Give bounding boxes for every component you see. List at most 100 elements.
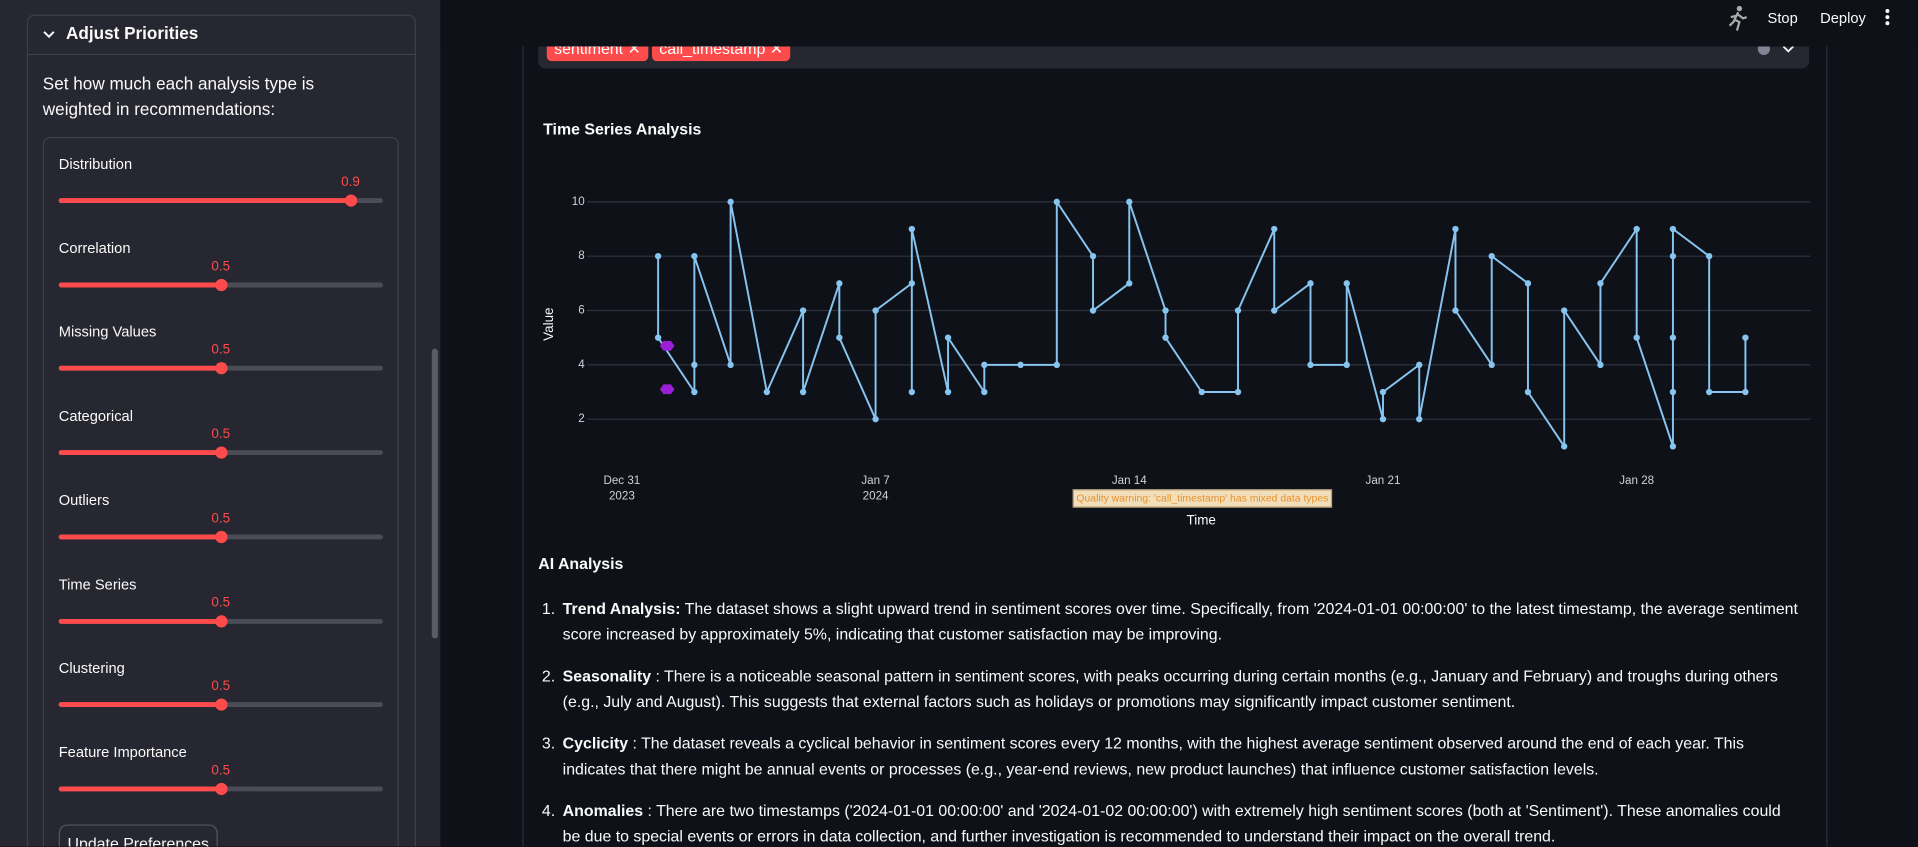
y-tick-label: 4 bbox=[578, 358, 585, 371]
point bbox=[799, 388, 807, 396]
slider-thumb[interactable] bbox=[214, 446, 227, 459]
point bbox=[1524, 280, 1532, 287]
point bbox=[1089, 252, 1097, 260]
point bbox=[1488, 361, 1495, 369]
slider-fill bbox=[58, 618, 221, 624]
point bbox=[944, 388, 952, 396]
slider-label: Categorical bbox=[58, 407, 133, 425]
point bbox=[1452, 307, 1459, 314]
point bbox=[1307, 361, 1314, 369]
chart: 2 4 6 8 10 Dec 31 2023 Jan 7 2024 Jan 14 Jan 21 Jan… bbox=[541, 195, 1811, 528]
slider-fill bbox=[58, 702, 221, 708]
item-title: Anomalies bbox=[562, 801, 644, 820]
slider-fill bbox=[58, 198, 351, 204]
point bbox=[1597, 361, 1604, 369]
update-button[interactable]: Update Preferences bbox=[58, 824, 218, 847]
item-text: : There are two timestamps ('2024-01-01 … bbox=[562, 801, 1781, 846]
stop-button[interactable]: Stop bbox=[1767, 9, 1798, 27]
point bbox=[1053, 198, 1060, 206]
y-axis-label: Value bbox=[541, 307, 556, 340]
point bbox=[872, 415, 879, 423]
point bbox=[1597, 280, 1604, 287]
point bbox=[1343, 361, 1350, 369]
slider-thumb[interactable] bbox=[214, 278, 227, 291]
expander-header[interactable] bbox=[26, 14, 416, 56]
deploy-button[interactable]: Deploy bbox=[1820, 9, 1866, 27]
point bbox=[763, 388, 771, 396]
slider-thumb[interactable] bbox=[344, 194, 357, 207]
x-tick-label: Jan 21 bbox=[1366, 474, 1401, 487]
point bbox=[1162, 307, 1169, 314]
slider-thumb[interactable] bbox=[214, 362, 227, 375]
point bbox=[1669, 334, 1677, 341]
slider-value: 0.5 bbox=[211, 258, 231, 274]
point bbox=[981, 361, 988, 369]
point bbox=[1162, 334, 1169, 341]
point bbox=[1126, 280, 1133, 287]
point bbox=[1234, 388, 1242, 396]
x-tick-label: Jan 7 bbox=[861, 474, 889, 487]
point bbox=[1452, 225, 1459, 233]
point bbox=[1234, 307, 1242, 314]
point bbox=[1633, 225, 1640, 233]
point bbox=[1669, 252, 1677, 260]
slider-value: 0.5 bbox=[211, 679, 231, 694]
point bbox=[1416, 361, 1423, 369]
card-border bbox=[1826, 0, 1828, 847]
point bbox=[944, 334, 952, 341]
slider-label: Time Series bbox=[58, 575, 137, 593]
point bbox=[691, 388, 698, 396]
point bbox=[727, 361, 734, 369]
slider-thumb[interactable] bbox=[214, 530, 227, 543]
slider-thumb[interactable] bbox=[214, 614, 227, 627]
anomaly-marker bbox=[659, 384, 675, 395]
y-tick-label: 8 bbox=[578, 249, 584, 262]
slider-fill bbox=[58, 534, 221, 540]
point bbox=[1307, 280, 1314, 287]
point bbox=[1271, 225, 1278, 233]
point bbox=[1343, 280, 1350, 287]
y-tick-label: 10 bbox=[572, 195, 585, 208]
slider-label: Correlation bbox=[58, 239, 131, 257]
anomaly-marker bbox=[659, 340, 675, 351]
item-text: : There is a noticeable seasonal pattern… bbox=[562, 666, 1778, 711]
point bbox=[691, 252, 698, 260]
top-bar bbox=[440, 0, 1918, 47]
slider-thumb[interactable] bbox=[214, 698, 227, 711]
y-tick-label: 2 bbox=[578, 412, 584, 425]
card-border bbox=[522, 0, 524, 847]
slider-thumb[interactable] bbox=[214, 782, 227, 795]
scrollbar[interactable] bbox=[431, 348, 438, 639]
point bbox=[1669, 388, 1677, 396]
point bbox=[1271, 307, 1278, 314]
item-number: 1. bbox=[541, 599, 556, 618]
point bbox=[981, 388, 988, 396]
point bbox=[1633, 334, 1640, 341]
point bbox=[908, 225, 916, 233]
analysis-title: AI Analysis bbox=[538, 554, 624, 573]
slider-value: 0.9 bbox=[341, 174, 360, 190]
point bbox=[872, 307, 879, 314]
chart-title: Time Series Analysis bbox=[543, 119, 702, 139]
slider-form bbox=[42, 136, 399, 847]
point bbox=[836, 280, 843, 287]
running-icon bbox=[1728, 5, 1748, 31]
slider-value: 0.5 bbox=[211, 511, 231, 526]
point bbox=[836, 334, 843, 341]
item-text: The dataset shows a slight upward trend … bbox=[562, 599, 1798, 644]
line bbox=[657, 198, 1747, 450]
slider-value: 0.5 bbox=[211, 427, 231, 442]
point bbox=[1126, 198, 1133, 206]
point bbox=[1705, 252, 1713, 260]
annotation: Quality warning: 'call_timestamp' has mi… bbox=[1072, 489, 1332, 508]
item-number: 2. bbox=[541, 666, 556, 685]
point bbox=[1053, 361, 1060, 369]
slider-label: Clustering bbox=[58, 659, 125, 677]
slider-value: 0.5 bbox=[211, 595, 231, 610]
point bbox=[1742, 334, 1749, 341]
x-tick-label: Dec 31 bbox=[603, 474, 640, 487]
analysis-item: 2. Seasonality : There is a noticeable se… bbox=[542, 663, 1802, 714]
menu-icon[interactable] bbox=[1881, 7, 1893, 27]
